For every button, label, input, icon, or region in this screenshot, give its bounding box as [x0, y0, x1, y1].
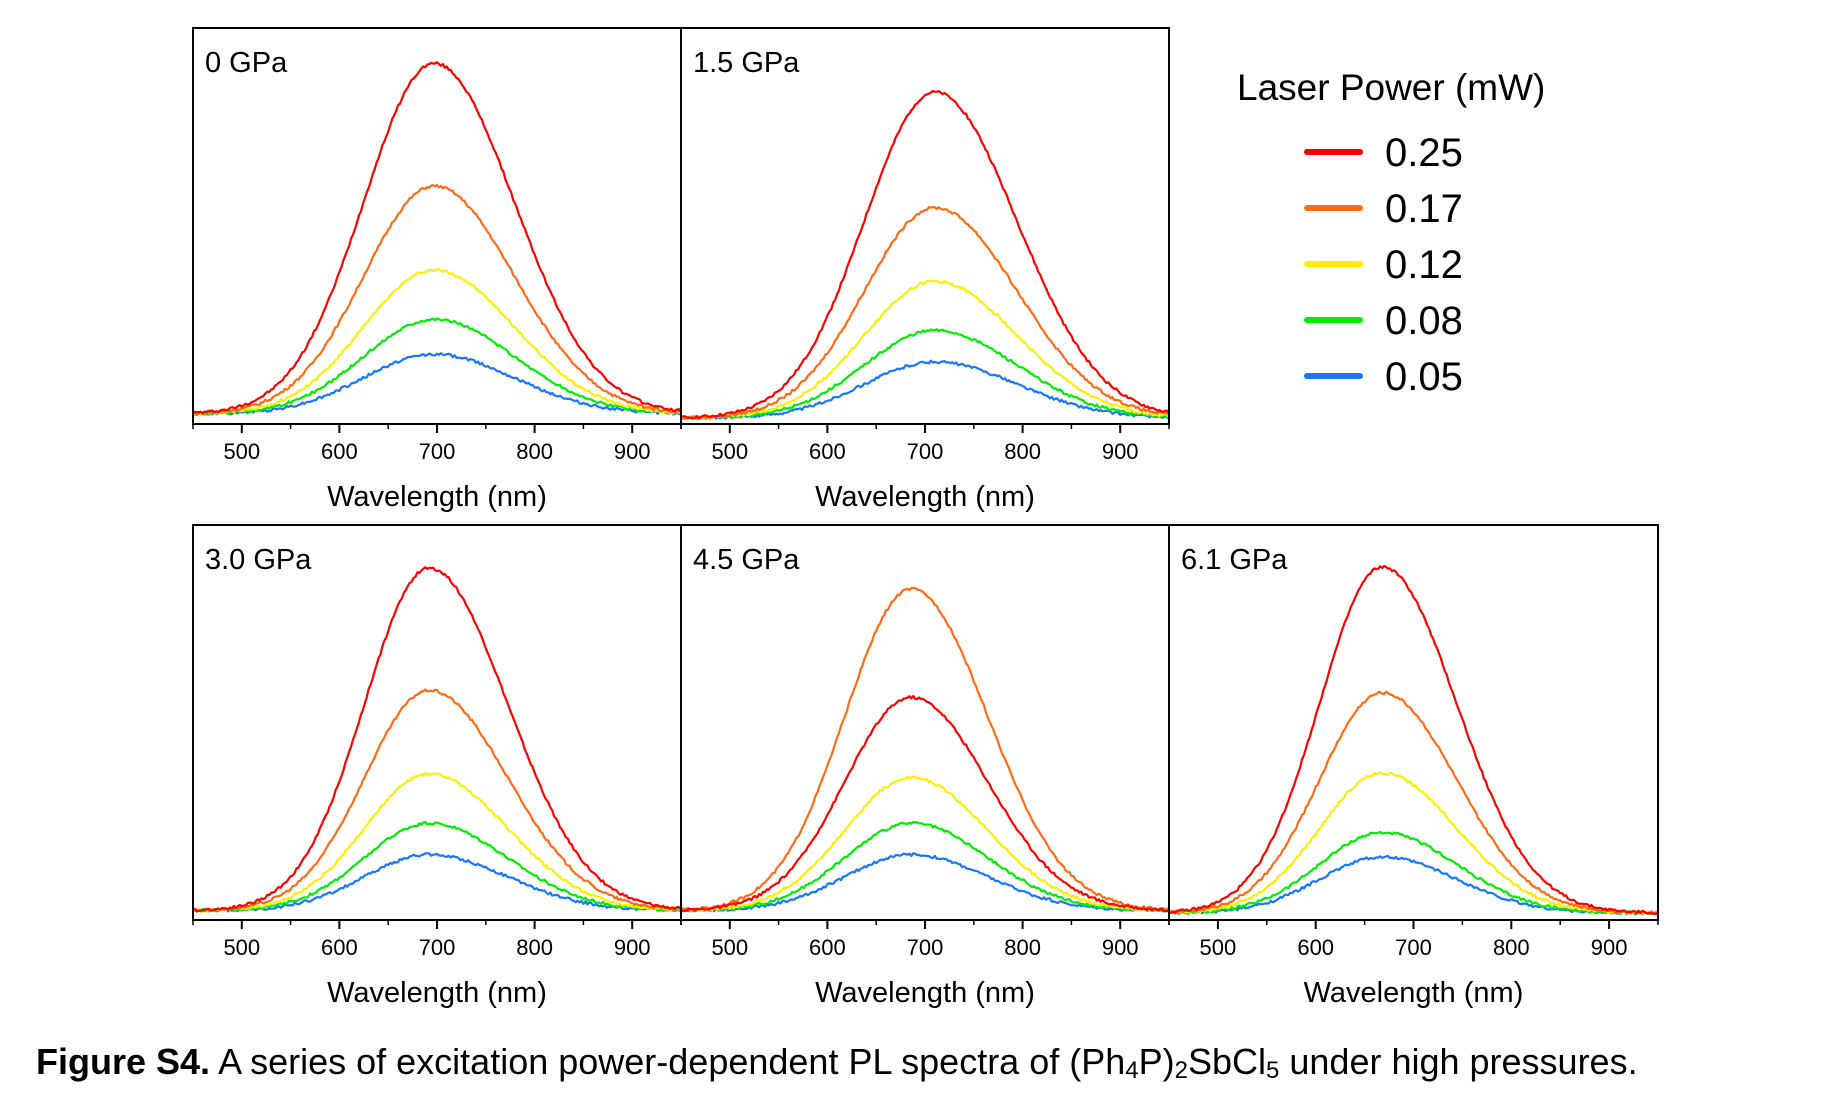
panel-3-0-gpa-frame [192, 524, 682, 921]
panel-6-1-gpa-tick-label-500: 500 [1200, 935, 1237, 960]
panel-3-0-gpa-group: 500 600 700 800 900 Wavelength (nm) 3.0 GPa [192, 524, 682, 1009]
figure-caption: Figure S4. A series of excitation power-… [36, 1040, 1816, 1084]
caption-text-2: P) [1138, 1041, 1175, 1082]
panel-0-gpa-tick-label-600: 600 [321, 439, 358, 464]
panel-4-5-gpa-tick-label-600: 600 [809, 935, 846, 960]
panel-0-gpa-frame [192, 27, 682, 425]
panel-1-5-gpa-x-axis-label: Wavelength (nm) [815, 481, 1035, 513]
panel-6-1-gpa-pressure-label: 6.1 GPa [1181, 544, 1288, 576]
panel-3-0-gpa-x-axis-label: Wavelength (nm) [327, 977, 547, 1009]
panel-4-5-gpa-tick-label-800: 800 [1004, 935, 1041, 960]
panel-1-5-gpa-group: 500 600 700 800 900 Wavelength (nm) 1.5 GPa [680, 27, 1170, 513]
panel-0-gpa-series-0-25 [193, 61, 681, 415]
legend-label-0-25: 0.25 [1385, 131, 1463, 175]
panel-6-1-gpa-series-0-17 [1169, 690, 1658, 915]
panel-4-5-gpa-tick-label-900: 900 [1102, 935, 1139, 960]
panel-6-1-gpa-group: 500 600 700 800 900 Wavelength (nm) 6.1 GPa [1168, 524, 1659, 1009]
caption-subscript-2: 2 [1174, 1057, 1188, 1084]
panel-4-5-gpa-series-0-08 [681, 820, 1169, 913]
panel-4-5-gpa-frame [680, 524, 1170, 921]
legend-label-0-05: 0.05 [1385, 355, 1463, 399]
panel-4-5-gpa-series-0-25 [681, 694, 1169, 913]
panel-6-1-gpa-tick-label-900: 900 [1591, 935, 1628, 960]
panel-1-5-gpa-tick-label-800: 800 [1004, 439, 1041, 464]
panel-3-0-gpa-tick-label-900: 900 [614, 935, 651, 960]
caption-text-1: A series of excitation power-dependent P… [210, 1041, 1126, 1082]
panel-6-1-gpa-tick-label-800: 800 [1493, 935, 1530, 960]
caption-subscript-1: 4 [1125, 1057, 1139, 1084]
panel-4-5-gpa-series-0-17 [681, 586, 1169, 912]
panel-6-1-gpa-tick-label-700: 700 [1395, 935, 1432, 960]
panel-4-5-gpa-pressure-label: 4.5 GPa [693, 544, 800, 576]
panel-6-1-gpa-series-0-25 [1169, 564, 1658, 916]
legend-label-0-17: 0.17 [1385, 187, 1463, 231]
panel-6-1-gpa-x-axis-label: Wavelength (nm) [1304, 977, 1524, 1009]
panel-1-5-gpa-tick-label-900: 900 [1102, 439, 1139, 464]
legend: Laser Power (mW) 0.25 0.17 0.12 0.08 0.05 [1237, 67, 1545, 399]
panel-3-0-gpa-series-0-12 [193, 771, 681, 913]
caption-text-3: SbCl [1187, 1041, 1267, 1082]
caption-text-4: under high pressures. [1279, 1041, 1638, 1082]
panel-0-gpa-series-0-05 [193, 352, 681, 416]
panel-3-0-gpa-series-0-25 [193, 566, 681, 913]
panel-0-gpa-tick-label-700: 700 [419, 439, 456, 464]
panel-0-gpa-tick-label-800: 800 [516, 439, 553, 464]
panel-0-gpa-series-0-08 [193, 317, 681, 416]
panel-1-5-gpa-tick-label-500: 500 [711, 439, 748, 464]
panel-0-gpa-series-0-12 [193, 268, 681, 416]
panel-0-gpa-tick-label-900: 900 [614, 439, 651, 464]
panel-3-0-gpa-tick-label-500: 500 [223, 935, 260, 960]
panel-4-5-gpa-group: 500 600 700 800 900 Wavelength (nm) 4.5 GPa [680, 524, 1170, 1009]
panel-1-5-gpa-tick-label-600: 600 [809, 439, 846, 464]
panel-0-gpa-series-0-17 [193, 184, 681, 416]
panel-1-5-gpa-pressure-label: 1.5 GPa [693, 47, 800, 79]
panel-1-5-gpa-series-0-05 [681, 359, 1169, 421]
panel-3-0-gpa-pressure-label: 3.0 GPa [205, 544, 312, 576]
panel-1-5-gpa-frame [680, 27, 1170, 425]
panel-4-5-gpa-tick-label-500: 500 [711, 935, 748, 960]
panel-1-5-gpa-series-0-12 [681, 279, 1169, 421]
panel-4-5-gpa-tick-label-700: 700 [907, 935, 944, 960]
panel-3-0-gpa-series-0-08 [193, 820, 681, 913]
panel-1-5-gpa-tick-label-700: 700 [907, 439, 944, 464]
panel-0-gpa-x-axis-label: Wavelength (nm) [327, 481, 547, 513]
legend-label-0-12: 0.12 [1385, 243, 1463, 287]
panel-6-1-gpa-series-0-12 [1169, 771, 1658, 915]
panel-6-1-gpa-series-0-08 [1169, 830, 1658, 916]
panel-6-1-gpa-tick-label-600: 600 [1297, 935, 1334, 960]
panel-3-0-gpa-series-0-05 [193, 852, 681, 913]
panel-0-gpa-group: 500 600 700 800 900 Wavelength (nm) 0 GPa [192, 27, 682, 513]
panel-0-gpa-pressure-label: 0 GPa [205, 47, 288, 79]
panel-4-5-gpa-series-0-12 [681, 775, 1169, 913]
panel-1-5-gpa-series-0-08 [681, 328, 1169, 420]
caption-label: Figure S4. [36, 1041, 211, 1082]
panel-3-0-gpa-series-0-17 [193, 688, 681, 913]
panel-1-5-gpa-series-0-25 [681, 89, 1169, 420]
legend-label-0-08: 0.08 [1385, 299, 1463, 343]
panel-3-0-gpa-tick-label-700: 700 [419, 935, 456, 960]
panel-1-5-gpa-series-0-17 [681, 205, 1169, 420]
panel-3-0-gpa-tick-label-600: 600 [321, 935, 358, 960]
panel-0-gpa-tick-label-500: 500 [223, 439, 260, 464]
panel-3-0-gpa-tick-label-800: 800 [516, 935, 553, 960]
panel-4-5-gpa-x-axis-label: Wavelength (nm) [815, 977, 1035, 1009]
legend-title: Laser Power (mW) [1237, 67, 1545, 108]
caption-subscript-3: 5 [1266, 1057, 1280, 1084]
